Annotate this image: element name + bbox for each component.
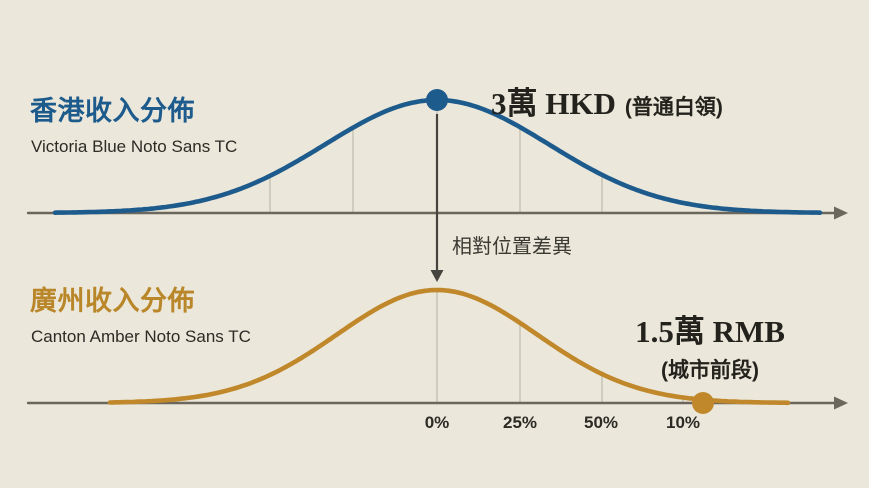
hk-chart-title: 香港收入分佈 <box>30 96 195 126</box>
hk-chart-subtitle: Victoria Blue Noto Sans TC <box>31 137 238 156</box>
x-tick-label-0: 0% <box>424 413 450 432</box>
gz-marker-label: 1.5萬 RMB (城市前段) <box>598 306 822 384</box>
relative-position-annotation: 相對位置差異 <box>452 236 572 258</box>
gz-marker-value: 1.5萬 RMB <box>635 314 785 349</box>
x-tick-label-50: 50% <box>583 413 619 432</box>
hk-peak-value: 3萬 HKD <box>491 86 616 121</box>
x-tick-label-10: 10% <box>665 413 701 432</box>
hk-peak-label: 3萬 HKD (普通白領) <box>491 78 723 123</box>
gz-chart-subtitle: Canton Amber Noto Sans TC <box>31 327 251 346</box>
gz-marker-note: (城市前段) <box>661 359 759 382</box>
x-tick-label-25: 25% <box>502 413 538 432</box>
gz-chart-title: 廣州收入分佈 <box>30 286 195 316</box>
hk-peak-note: (普通白領) <box>624 96 723 119</box>
